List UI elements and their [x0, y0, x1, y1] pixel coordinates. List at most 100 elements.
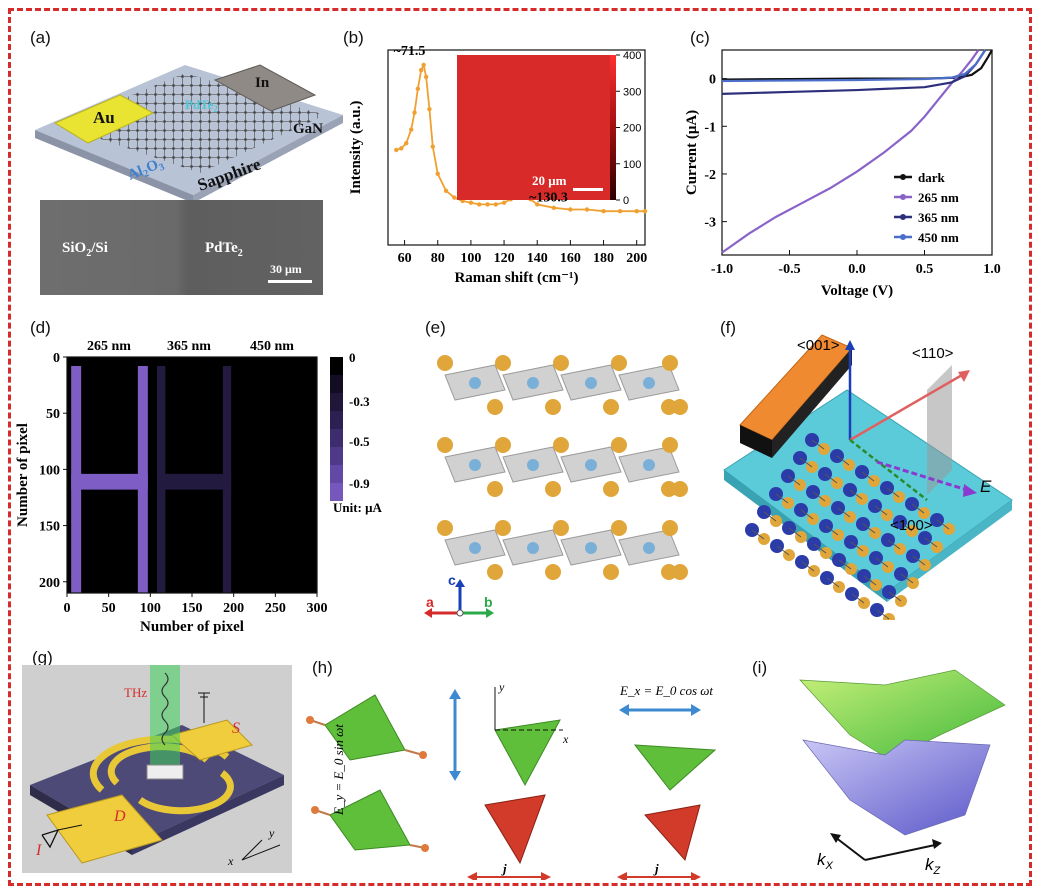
panel-g-thz-device: THz S D I x y — [22, 665, 292, 873]
panel-f-device-lattice: <001> <110> <100> E — [723, 334, 1013, 620]
i-kz-label: kZ — [925, 855, 942, 875]
c-legend-label: 365 nm — [918, 210, 959, 225]
panel-b-raman-chart: 60 80 100 120 140 160 180 200 Raman shift (cm⁻¹)… — [348, 44, 647, 286]
d-xtick-label: 150 — [182, 601, 203, 616]
d-xtick-label: 250 — [265, 601, 286, 616]
f-bond — [863, 575, 877, 586]
e-te-atom — [495, 437, 511, 453]
inset-colorbar — [610, 55, 616, 200]
b-xtick-label: 100 — [460, 251, 481, 266]
f-bond — [751, 529, 765, 540]
b-raman-point — [423, 74, 429, 80]
e-te-atom — [437, 520, 453, 536]
e-pd-atom — [527, 459, 539, 471]
f-bond — [851, 593, 865, 604]
e-te-atom — [611, 437, 627, 453]
e-te-atom — [437, 437, 453, 453]
f-bond — [874, 505, 888, 516]
h-axis-x-label: x — [562, 732, 569, 746]
f-bond — [787, 475, 801, 486]
b-raman-point — [418, 67, 424, 73]
b-raman-point — [568, 207, 573, 212]
c-xlabel: Voltage (V) — [821, 283, 893, 299]
sem-label-sio2si: SiO2/Si — [62, 240, 108, 259]
e-te-atom — [603, 481, 619, 497]
c-ytick-label: -2 — [704, 168, 716, 183]
g-axis-x-label: x — [227, 854, 234, 868]
label-110: <110> — [912, 345, 954, 362]
e-te-atom — [672, 399, 688, 415]
c-xtick-label: 1.0 — [983, 262, 1001, 277]
f-bond — [912, 555, 926, 566]
c-xtick-label: -1.0 — [711, 262, 733, 277]
g-flake — [146, 764, 184, 780]
label-au: Au — [93, 108, 115, 127]
c-ytick-label: -3 — [704, 216, 716, 231]
f-electrode-side — [740, 425, 772, 458]
b-raman-point — [394, 147, 399, 153]
f-bond — [775, 493, 789, 504]
d-column-label: 450 nm — [250, 339, 294, 354]
f-bond — [900, 573, 914, 584]
b-cbar-tick-label: 300 — [623, 86, 641, 98]
panel-a-sem-image: SiO2/Si PdTe2 30 μm — [40, 200, 323, 295]
e-te-atom — [661, 399, 677, 415]
f-bond — [801, 561, 815, 572]
h-j2-label: j — [653, 861, 659, 876]
inset-scale-bar — [573, 188, 603, 191]
i-upper-band — [799, 669, 1006, 761]
d-cbar-segment — [330, 393, 343, 411]
c-series-line — [721, 49, 993, 81]
e-pd-atom — [585, 459, 597, 471]
b-raman-point — [443, 188, 449, 193]
b-xtick-label: 120 — [494, 251, 515, 266]
f-bond — [763, 511, 777, 522]
c-legend-label: 265 nm — [918, 190, 959, 205]
c-legend-marker — [900, 234, 906, 240]
e-te-atom — [603, 564, 619, 580]
f-bond — [812, 491, 826, 502]
f-bond — [862, 523, 876, 534]
f-bond — [849, 489, 863, 500]
c-series-line — [721, 49, 987, 95]
h-eq-x: E_x = E_0 cos ωt — [619, 683, 713, 698]
h-axis-y-label: y — [498, 680, 505, 694]
d-ylabel: Number of pixel — [15, 423, 31, 527]
f-bond — [899, 521, 913, 532]
f-bond — [811, 439, 825, 450]
e-te-atom — [661, 564, 677, 580]
axis-c-label: c — [448, 572, 456, 588]
c-series-line — [721, 49, 980, 254]
arrow-110 — [849, 373, 963, 442]
inset-scale-label: 20 μm — [532, 173, 567, 188]
f-bond — [875, 557, 889, 568]
f-bond — [788, 527, 802, 538]
e-pd-atom — [527, 542, 539, 554]
f-bond — [936, 519, 950, 530]
f-bond — [837, 507, 851, 518]
b-raman-point — [430, 144, 435, 149]
d-ytick-label: 0 — [53, 351, 60, 366]
panel-a-letter: (a) — [30, 28, 51, 47]
b-raman-point — [415, 86, 421, 91]
h-right-red-tetrahedron — [644, 804, 701, 862]
b-cbar-tick-label: 0 — [623, 195, 629, 207]
e-te-atom — [672, 481, 688, 497]
f-bond — [876, 609, 890, 620]
e-pd-atom — [469, 459, 481, 471]
label-pdte2: PdTe2 — [185, 97, 218, 114]
c-legend-label: dark — [918, 170, 946, 185]
b-raman-point — [421, 62, 426, 68]
e-te-atom — [672, 564, 688, 580]
b-xtick-label: 80 — [431, 251, 445, 266]
panel-i-band-surfaces: kX kZ — [799, 669, 1006, 875]
f-bond — [850, 541, 864, 552]
e-te-atom — [553, 437, 569, 453]
c-legend-marker — [900, 214, 906, 220]
b-raman-point — [409, 127, 414, 132]
panel-a-device-schematic: Au PdTe2 In GaN Al2O3 Sapphire — [35, 64, 343, 200]
f-pd-atom — [769, 487, 783, 501]
panel-f-letter: (f) — [720, 318, 737, 337]
e-te-atom — [487, 564, 503, 580]
b-raman-point — [551, 205, 557, 210]
